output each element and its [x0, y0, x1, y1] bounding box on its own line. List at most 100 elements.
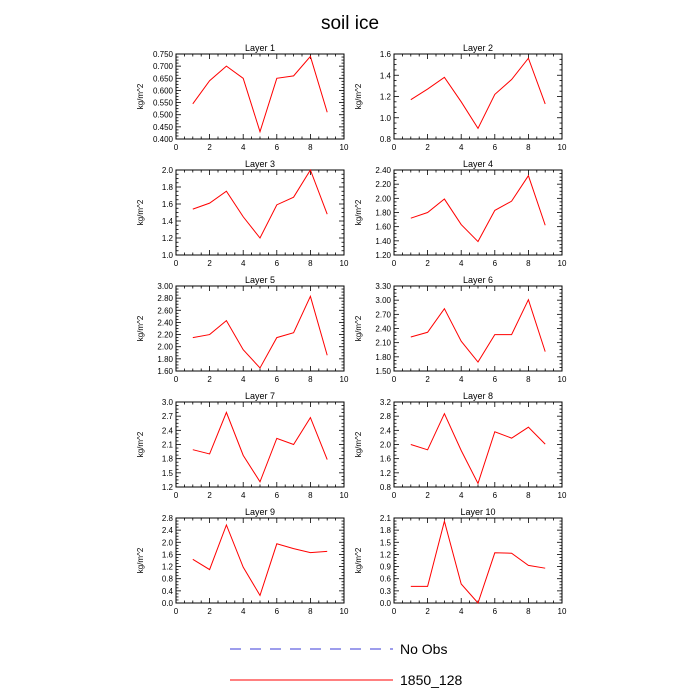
- x-tick-label: 8: [526, 491, 531, 500]
- plot-frame: [175, 53, 345, 140]
- series-line-1850-128: [192, 55, 328, 134]
- x-tick-label: 8: [308, 143, 313, 152]
- series-line-1850-128: [410, 57, 546, 130]
- y-tick-label: 1.40: [375, 237, 391, 246]
- y-tick-label: 1.2: [162, 563, 174, 572]
- y-tick-label: 2.20: [157, 331, 173, 340]
- x-tick-label: 2: [425, 259, 430, 268]
- y-tick-label: 2.8: [162, 514, 174, 523]
- plot-frame: [393, 53, 563, 140]
- y-tick-label: 0.550: [153, 99, 174, 108]
- y-axis-label: kg/m^2: [136, 431, 145, 457]
- y-tick-label: 1.2: [380, 469, 392, 478]
- x-tick-label: 4: [459, 607, 464, 616]
- x-tick-label: 4: [241, 143, 246, 152]
- legend-no-obs-label: No Obs: [400, 641, 447, 657]
- y-tick-label: 1.80: [157, 355, 173, 364]
- x-tick-label: 10: [340, 375, 349, 384]
- y-tick-label: 1.60: [375, 223, 391, 232]
- y-tick-label: 0.400: [153, 135, 174, 144]
- panel-layer-5: Layer 5 kg/m^2 0 2 4 6 8 10 1.60 1.80 2.00 2.20 2.40…: [136, 275, 349, 384]
- y-tick-label: 2.7: [162, 412, 174, 421]
- y-tick-label: 2.40: [375, 166, 391, 175]
- x-tick-label: 0: [174, 491, 179, 500]
- y-tick-label: 1.60: [157, 367, 173, 376]
- x-tick-label: 4: [241, 607, 246, 616]
- panel-title: Layer 2: [463, 43, 493, 53]
- series-line-1850-128: [410, 298, 546, 363]
- y-tick-label: 0.9: [380, 563, 392, 572]
- panel-layer-4: Layer 4 kg/m^2 0 2 4 6 8 10 1.20 1.40 1.60 1.80 2.00…: [354, 159, 567, 268]
- plot-frame: [393, 401, 563, 488]
- y-tick-label: 3.00: [375, 296, 391, 305]
- y-tick-label: 2.40: [375, 325, 391, 334]
- y-tick-label: 2.20: [375, 180, 391, 189]
- x-tick-label: 4: [459, 375, 464, 384]
- y-tick-label: 3.00: [157, 282, 173, 291]
- x-tick-label: 6: [275, 143, 280, 152]
- panel-title: Layer 3: [245, 159, 275, 169]
- x-tick-label: 2: [207, 491, 212, 500]
- y-tick-label: 2.0: [162, 166, 174, 175]
- y-tick-label: 3.30: [375, 282, 391, 291]
- panel-title: Layer 9: [245, 507, 275, 517]
- x-tick-label: 8: [308, 375, 313, 384]
- y-tick-label: 2.80: [157, 294, 173, 303]
- y-tick-label: 1.80: [375, 353, 391, 362]
- x-tick-label: 0: [392, 491, 397, 500]
- series-line-1850-128: [410, 174, 546, 243]
- y-tick-label: 2.4: [380, 426, 392, 435]
- series-line-1850-128: [410, 412, 546, 485]
- x-tick-label: 2: [207, 143, 212, 152]
- x-tick-label: 10: [558, 143, 567, 152]
- y-axis-label: kg/m^2: [136, 315, 145, 341]
- y-tick-label: 2.0: [380, 441, 392, 450]
- x-tick-label: 10: [340, 491, 349, 500]
- x-tick-label: 6: [493, 143, 498, 152]
- y-tick-label: 1.0: [380, 114, 392, 123]
- y-tick-label: 1.6: [162, 200, 174, 209]
- plot-frame: [175, 401, 345, 488]
- plot-frame: [393, 285, 563, 372]
- x-tick-label: 6: [493, 491, 498, 500]
- y-tick-label: 1.6: [162, 550, 174, 559]
- y-tick-label: 3.0: [162, 398, 174, 407]
- y-tick-label: 1.2: [380, 550, 392, 559]
- y-tick-label: 1.50: [375, 367, 391, 376]
- x-tick-label: 6: [493, 375, 498, 384]
- x-tick-label: 4: [459, 143, 464, 152]
- y-tick-label: 0.450: [153, 123, 174, 132]
- panel-title: Layer 6: [463, 275, 493, 285]
- panel-title: Layer 7: [245, 391, 275, 401]
- y-axis-label: kg/m^2: [136, 199, 145, 225]
- legend-1850-128-label: 1850_128: [400, 672, 463, 688]
- x-tick-label: 8: [526, 607, 531, 616]
- legend: No Obs 1850_128: [230, 641, 463, 688]
- y-tick-label: 1.80: [375, 209, 391, 218]
- panel-title: Layer 5: [245, 275, 275, 285]
- y-axis-label: kg/m^2: [354, 431, 363, 457]
- x-tick-label: 8: [308, 259, 313, 268]
- y-tick-label: 1.8: [380, 526, 392, 535]
- x-tick-label: 10: [558, 375, 567, 384]
- y-tick-label: 1.8: [162, 183, 174, 192]
- y-tick-label: 0.8: [380, 135, 392, 144]
- y-tick-label: 0.500: [153, 111, 174, 120]
- y-tick-label: 1.0: [162, 251, 174, 260]
- y-axis-label: kg/m^2: [136, 83, 145, 109]
- y-tick-label: 1.8: [162, 455, 174, 464]
- y-tick-label: 1.2: [162, 483, 174, 492]
- y-tick-label: 0.8: [380, 483, 392, 492]
- y-tick-label: 1.5: [162, 469, 174, 478]
- x-tick-label: 6: [275, 491, 280, 500]
- series-line-1850-128: [192, 411, 328, 483]
- x-tick-label: 2: [207, 259, 212, 268]
- x-tick-label: 8: [308, 607, 313, 616]
- y-tick-label: 0.650: [153, 74, 174, 83]
- x-tick-label: 4: [241, 375, 246, 384]
- y-axis-label: kg/m^2: [354, 199, 363, 225]
- x-tick-label: 6: [275, 375, 280, 384]
- x-tick-label: 0: [174, 259, 179, 268]
- x-tick-label: 0: [174, 607, 179, 616]
- x-tick-label: 0: [174, 375, 179, 384]
